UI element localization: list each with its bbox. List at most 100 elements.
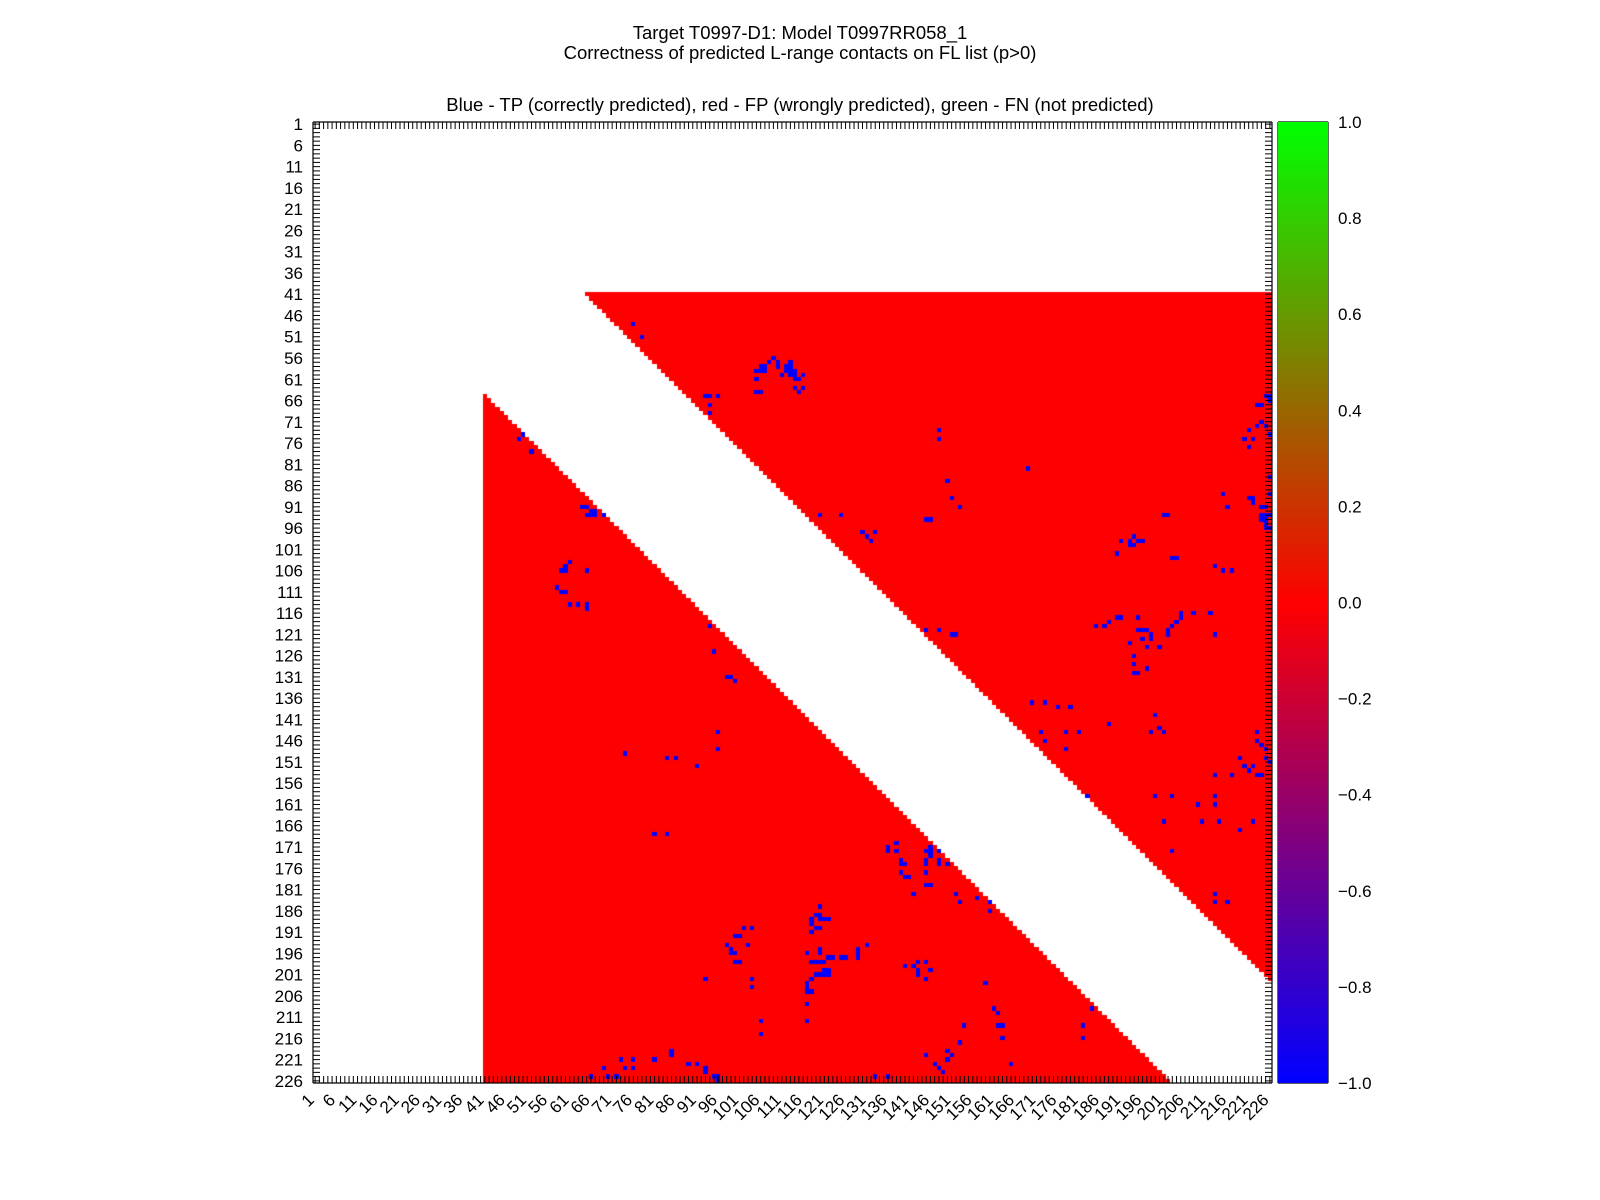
svg-text:66: 66 (284, 392, 303, 411)
svg-text:131: 131 (836, 1090, 869, 1123)
svg-text:156: 156 (942, 1090, 975, 1123)
svg-text:171: 171 (275, 838, 303, 857)
svg-text:106: 106 (275, 562, 303, 581)
svg-text:191: 191 (275, 923, 303, 942)
svg-text:86: 86 (284, 477, 303, 496)
svg-text:111: 111 (753, 1090, 785, 1122)
svg-text:6: 6 (319, 1090, 339, 1110)
svg-text:146: 146 (900, 1090, 933, 1123)
svg-text:−0.4: −0.4 (1338, 786, 1372, 805)
svg-text:161: 161 (275, 795, 303, 814)
svg-text:61: 61 (284, 370, 303, 389)
svg-text:46: 46 (284, 306, 303, 325)
svg-text:126: 126 (275, 647, 303, 666)
svg-text:0.8: 0.8 (1338, 209, 1362, 228)
svg-text:21: 21 (376, 1090, 403, 1117)
svg-text:221: 221 (1218, 1090, 1251, 1123)
svg-text:0.6: 0.6 (1338, 305, 1362, 324)
svg-text:206: 206 (1154, 1090, 1187, 1123)
svg-text:76: 76 (609, 1090, 636, 1117)
svg-text:0.0: 0.0 (1338, 594, 1362, 613)
svg-text:196: 196 (275, 944, 303, 963)
svg-text:126: 126 (815, 1090, 848, 1123)
svg-text:51: 51 (503, 1090, 530, 1117)
svg-text:181: 181 (275, 881, 303, 900)
svg-text:171: 171 (1006, 1090, 1039, 1123)
svg-text:−0.6: −0.6 (1338, 882, 1372, 901)
svg-text:131: 131 (275, 668, 303, 687)
svg-text:11: 11 (285, 158, 303, 177)
svg-text:91: 91 (284, 498, 303, 517)
svg-text:141: 141 (275, 710, 303, 729)
svg-text:221: 221 (275, 1051, 303, 1070)
svg-text:1: 1 (294, 115, 303, 134)
svg-text:191: 191 (1091, 1090, 1124, 1123)
svg-text:116: 116 (276, 604, 303, 623)
svg-text:146: 146 (275, 732, 303, 751)
svg-text:91: 91 (673, 1090, 700, 1117)
svg-text:0.2: 0.2 (1338, 497, 1362, 516)
svg-text:6: 6 (294, 136, 303, 155)
svg-text:26: 26 (284, 221, 303, 240)
svg-text:136: 136 (275, 689, 303, 708)
svg-text:36: 36 (284, 264, 303, 283)
svg-text:181: 181 (1048, 1090, 1081, 1123)
svg-text:116: 116 (773, 1090, 806, 1123)
svg-text:151: 151 (275, 753, 303, 772)
svg-text:156: 156 (275, 774, 303, 793)
svg-text:81: 81 (284, 455, 303, 474)
svg-text:201: 201 (1133, 1090, 1166, 1123)
svg-text:161: 161 (963, 1090, 996, 1123)
svg-text:166: 166 (985, 1090, 1018, 1123)
svg-text:1: 1 (298, 1090, 318, 1110)
svg-text:206: 206 (275, 987, 303, 1006)
svg-text:86: 86 (652, 1090, 679, 1117)
svg-text:111: 111 (277, 583, 303, 602)
svg-text:56: 56 (284, 349, 303, 368)
svg-text:66: 66 (567, 1090, 594, 1117)
svg-text:101: 101 (709, 1090, 742, 1123)
svg-text:186: 186 (275, 902, 303, 921)
svg-text:76: 76 (284, 434, 303, 453)
svg-text:186: 186 (1069, 1090, 1102, 1123)
svg-text:96: 96 (284, 519, 303, 538)
svg-text:81: 81 (631, 1090, 658, 1117)
svg-text:51: 51 (284, 328, 303, 347)
svg-text:201: 201 (275, 966, 303, 985)
svg-text:71: 71 (588, 1090, 615, 1117)
svg-text:−1.0: −1.0 (1338, 1074, 1372, 1093)
svg-text:0.4: 0.4 (1338, 401, 1362, 420)
svg-text:31: 31 (418, 1090, 445, 1117)
svg-text:226: 226 (1239, 1090, 1272, 1123)
svg-text:31: 31 (284, 243, 303, 262)
svg-text:196: 196 (1112, 1090, 1145, 1123)
svg-text:41: 41 (284, 285, 303, 304)
svg-text:176: 176 (275, 859, 303, 878)
svg-text:216: 216 (275, 1029, 303, 1048)
svg-text:121: 121 (275, 625, 303, 644)
svg-text:−0.2: −0.2 (1338, 690, 1372, 709)
svg-text:36: 36 (440, 1090, 467, 1117)
svg-text:−0.8: −0.8 (1338, 978, 1372, 997)
svg-text:46: 46 (482, 1090, 509, 1117)
svg-text:136: 136 (857, 1090, 890, 1123)
svg-text:141: 141 (879, 1090, 912, 1123)
svg-text:166: 166 (275, 817, 303, 836)
svg-text:96: 96 (694, 1090, 721, 1117)
svg-text:121: 121 (794, 1090, 827, 1123)
svg-text:211: 211 (276, 1008, 303, 1027)
svg-text:151: 151 (921, 1090, 954, 1123)
svg-text:176: 176 (1027, 1090, 1060, 1123)
svg-text:56: 56 (525, 1090, 552, 1117)
svg-text:16: 16 (284, 179, 303, 198)
svg-text:26: 26 (397, 1090, 424, 1117)
svg-text:101: 101 (275, 540, 303, 559)
svg-text:41: 41 (461, 1090, 488, 1117)
svg-text:216: 216 (1197, 1090, 1230, 1123)
svg-text:21: 21 (284, 200, 303, 219)
svg-text:61: 61 (546, 1090, 573, 1117)
svg-text:106: 106 (730, 1090, 763, 1123)
svg-text:16: 16 (355, 1090, 382, 1117)
svg-text:71: 71 (284, 413, 303, 432)
svg-text:11: 11 (334, 1090, 360, 1116)
